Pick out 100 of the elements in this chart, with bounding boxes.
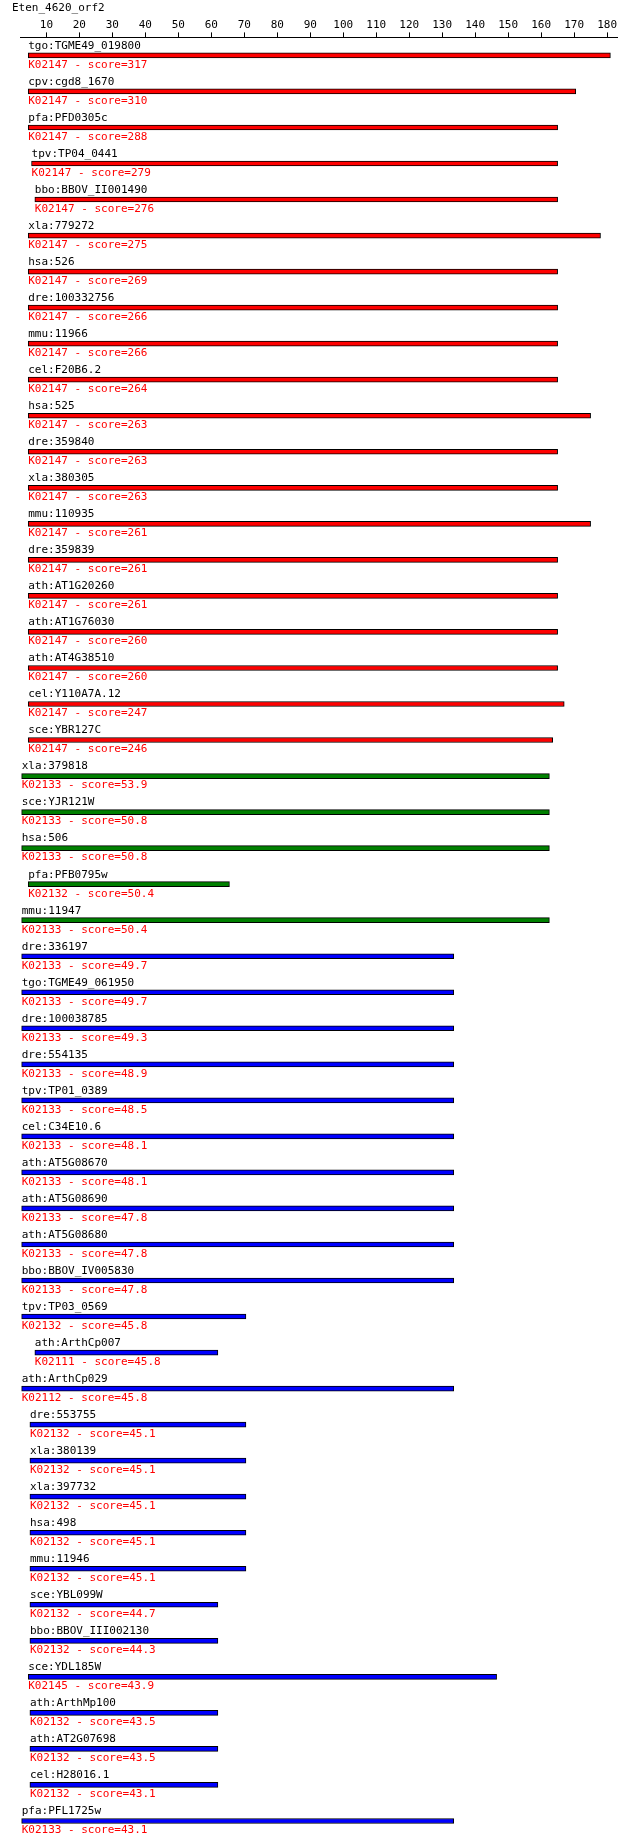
y-tick-label: ath:AT4G38510	[28, 651, 115, 665]
y-tick-label: ath:ArthMp100	[29, 1696, 116, 1710]
y-tick-label: ath:AT5G08670	[21, 1155, 108, 1169]
chart-title: Eten_4620_orf2	[12, 1, 105, 15]
x-tick-label: 140	[465, 17, 486, 31]
data-label: K02132 - score=43.5	[29, 1715, 156, 1729]
data-label: K02133 - score=48.1	[21, 1174, 148, 1188]
data-label: K02147 - score=261	[28, 526, 148, 540]
y-tick-label: ath:AT1G20260	[28, 579, 115, 593]
x-tick-label: 40	[138, 17, 152, 31]
y-tick-label: sce:YJR121W	[21, 795, 95, 809]
y-tick-label: mmu:11947	[21, 903, 82, 917]
data-label: K02147 - score=279	[31, 165, 151, 179]
data-label: K02132 - score=43.1	[29, 1787, 156, 1801]
y-tick-label: tpv:TP04_0441	[31, 146, 118, 160]
y-tick-label: cel:H28016.1	[29, 1768, 110, 1782]
data-label: K02133 - score=47.8	[21, 1246, 148, 1260]
y-tick-label: xla:380139	[29, 1444, 97, 1458]
y-tick-label: dre:359839	[28, 543, 95, 557]
data-label: K02147 - score=261	[28, 562, 148, 576]
data-label: K02147 - score=310	[28, 93, 148, 107]
y-tick-label: dre:100332756	[28, 291, 115, 304]
y-tick-label: hsa:506	[21, 831, 69, 845]
data-label: K02147 - score=263	[28, 454, 148, 468]
data-label: K02132 - score=45.1	[29, 1426, 156, 1440]
y-tick-label: mmu:110935	[28, 507, 95, 521]
data-label: K02147 - score=261	[28, 598, 148, 612]
y-tick-label: cel:F20B6.2	[28, 363, 102, 377]
data-label: K02111 - score=45.8	[34, 1354, 161, 1368]
y-tick-label: hsa:525	[28, 399, 75, 413]
y-tick-label: xla:380305	[28, 471, 95, 485]
x-tick-label: 80	[270, 17, 284, 31]
data-label: K02132 - score=45.8	[21, 1318, 148, 1332]
y-tick-label: dre:554135	[21, 1047, 88, 1061]
data-label: K02147 - score=266	[28, 310, 148, 323]
data-label: K02147 - score=269	[28, 273, 148, 287]
x-tick-label: 120	[399, 17, 420, 31]
y-tick-label: sce:YDL185W	[28, 1660, 102, 1674]
y-tick-label: bbo:BBOV_IV005830	[21, 1263, 135, 1277]
y-tick-label: ath:ArthCp029	[21, 1371, 108, 1385]
data-label: K02132 - score=43.5	[29, 1751, 156, 1765]
data-label: K02133 - score=48.1	[21, 1138, 148, 1152]
y-tick-label: ath:AT5G08680	[21, 1227, 108, 1241]
y-tick-label: ath:ArthCp007	[34, 1335, 121, 1349]
x-tick-label: 30	[105, 17, 119, 31]
y-tick-label: xla:779272	[28, 218, 95, 232]
y-tick-label: xla:397732	[29, 1480, 97, 1494]
data-label: K02132 - score=45.1	[29, 1463, 156, 1477]
y-tick-label: pfa:PFD0305c	[28, 110, 108, 124]
y-tick-label: tpv:TP03_0569	[21, 1299, 108, 1313]
x-tick-label: 70	[237, 17, 251, 31]
y-tick-label: bbo:BBOV_II001490	[34, 182, 148, 196]
data-label: K02147 - score=264	[28, 382, 148, 396]
y-tick-label: pfa:PFB0795w	[28, 867, 109, 881]
data-label: K02132 - score=45.1	[29, 1499, 156, 1513]
data-label: K02133 - score=50.4	[21, 922, 148, 936]
data-label: K02147 - score=317	[28, 57, 148, 71]
x-tick-label: 20	[72, 17, 86, 31]
data-label: K02133 - score=49.7	[21, 994, 148, 1008]
x-tick-label: 100	[333, 17, 354, 31]
data-label: K02132 - score=44.3	[29, 1643, 156, 1657]
data-label: K02133 - score=47.8	[21, 1210, 148, 1224]
y-tick-label: ath:AT5G08690	[21, 1191, 108, 1205]
data-label: K02132 - score=50.4	[28, 886, 155, 900]
data-label: K02147 - score=263	[28, 418, 148, 432]
y-tick-label: dre:336197	[21, 939, 88, 953]
y-tick-label: tgo:TGME49_061950	[21, 975, 135, 989]
data-label: K02132 - score=44.7	[29, 1607, 156, 1621]
data-label: K02147 - score=266	[28, 346, 148, 360]
y-tick-label: dre:553755	[29, 1407, 97, 1421]
data-label: K02132 - score=45.1	[29, 1571, 156, 1585]
x-tick-label: 130	[432, 17, 453, 31]
data-label: K02112 - score=45.8	[21, 1390, 148, 1404]
y-tick-label: bbo:BBOV_III002130	[29, 1624, 150, 1638]
data-label: K02133 - score=49.7	[21, 958, 148, 972]
data-label: K02147 - score=263	[28, 490, 148, 504]
y-tick-label: cel:C34E10.6	[21, 1119, 102, 1133]
y-tick-label: mmu:11966	[28, 327, 88, 341]
data-label: K02147 - score=246	[28, 742, 148, 756]
y-tick-label: hsa:526	[28, 254, 75, 268]
data-label: K02145 - score=43.9	[28, 1679, 155, 1693]
y-tick-label: pfa:PFL1725w	[21, 1804, 102, 1818]
y-tick-label: cpv:cgd8_1670	[28, 74, 115, 88]
y-tick-label: ath:AT2G07698	[29, 1732, 116, 1746]
data-label: K02147 - score=260	[28, 634, 148, 648]
x-tick-label: 60	[204, 17, 218, 31]
data-label: K02133 - score=53.9	[21, 778, 148, 792]
data-label: K02133 - score=47.8	[21, 1282, 148, 1296]
data-label: K02133 - score=50.8	[21, 814, 148, 828]
x-tick-label: 10	[39, 17, 54, 31]
x-tick-label: 50	[171, 17, 185, 31]
data-label: K02147 - score=276	[34, 201, 155, 215]
y-tick-label: xla:379818	[21, 759, 88, 773]
x-tick-label: 90	[303, 17, 317, 31]
y-tick-label: tgo:TGME49_019800	[28, 38, 141, 52]
y-tick-label: tpv:TP01_0389	[21, 1083, 108, 1097]
data-label: K02147 - score=247	[28, 706, 148, 720]
x-tick-label: 170	[564, 17, 585, 31]
data-label: K02132 - score=45.1	[29, 1535, 156, 1549]
y-tick-label: sce:YBL099W	[29, 1588, 104, 1602]
